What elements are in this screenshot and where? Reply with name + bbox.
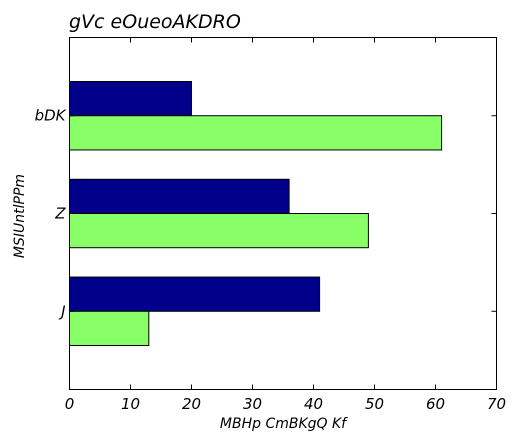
x-tick-label: 30	[243, 395, 262, 413]
bar-series2-Z	[69, 213, 369, 249]
x-tick-label: 20	[182, 395, 201, 413]
x-tick-label: 10	[121, 395, 140, 413]
y-tick-label-bDK: bDK	[35, 107, 67, 125]
x-tick-label: 0	[65, 395, 75, 413]
x-axis-label: MBHp CmBKgQ Kf	[220, 416, 348, 432]
x-axis-ticks: 0 10 20 30 40 50 60 70	[65, 37, 506, 413]
x-tick-label: 50	[365, 395, 384, 413]
bars-group	[69, 81, 443, 346]
x-tick-label: 40	[304, 395, 323, 413]
y-tick-label-Z: Z	[54, 205, 66, 223]
bar-series2-bDK	[69, 115, 443, 151]
bar-series1-J	[69, 276, 321, 312]
bar-series1-bDK	[69, 81, 192, 117]
bar-series1-Z	[69, 178, 290, 214]
y-axis-label: MSIUntlPPm	[12, 174, 28, 258]
x-tick-label: 60	[426, 395, 445, 413]
bar-series2-J	[69, 310, 150, 346]
x-tick-label: 70	[487, 395, 506, 413]
chart-title: gVc eOueoAKDRO	[69, 11, 241, 33]
y-tick-label-J: J	[58, 302, 65, 320]
